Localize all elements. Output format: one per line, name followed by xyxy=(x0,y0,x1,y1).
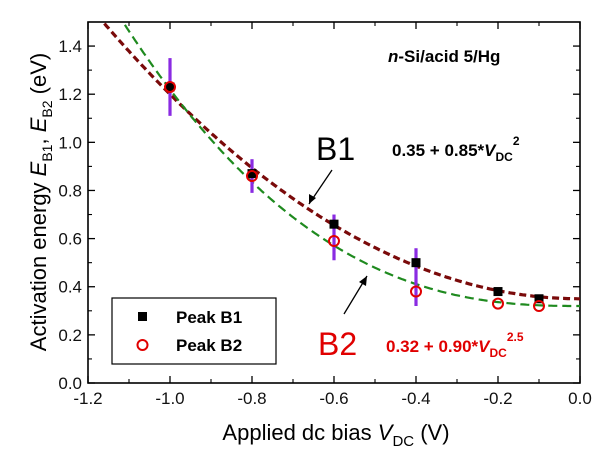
y-tick-label: 0.8 xyxy=(58,181,82,200)
x-tick-label: -0.6 xyxy=(319,389,348,408)
x-tick-label: -0.2 xyxy=(483,389,512,408)
x-axis-title: Applied dc bias VDC (V) xyxy=(222,420,449,450)
point-peak-b2 xyxy=(410,285,422,298)
y-tick-label: 1.2 xyxy=(58,85,82,104)
fit-curve-2 xyxy=(123,24,580,308)
point-peak-b2 xyxy=(164,80,176,93)
x-tick-label: -0.8 xyxy=(237,389,266,408)
b2-fit-formula: 0.32 + 0.90*VDC2.5 xyxy=(386,330,524,360)
legend-marker-peak-b2 xyxy=(136,339,149,351)
b2-arrowhead xyxy=(359,276,367,286)
x-tick-label: 0.0 xyxy=(568,389,592,408)
point-peak-b2 xyxy=(492,297,504,310)
b1-label: B1 xyxy=(316,131,355,167)
x-tick-label: -1.0 xyxy=(155,389,184,408)
legend-box xyxy=(111,297,277,365)
b1-fit-formula: 0.35 + 0.85*VDC2 xyxy=(392,134,520,164)
y-tick-label: 1.4 xyxy=(58,37,82,56)
point-peak-b2 xyxy=(533,299,545,312)
point-peak-b2 xyxy=(328,235,340,248)
x-tick-label: -1.2 xyxy=(73,389,102,408)
sample-label: n-Si/acid 5/Hg xyxy=(388,47,500,66)
y-axis-title: Activation energy EB1, EB2 (eV) xyxy=(26,53,55,351)
point-peak-b1 xyxy=(493,287,503,297)
legend-marker-peak-b1 xyxy=(138,312,147,321)
b2-label: B2 xyxy=(318,326,357,362)
x-tick-label: -0.4 xyxy=(401,389,430,408)
b1-arrowhead xyxy=(309,194,316,204)
y-tick-label: 1.0 xyxy=(58,133,82,152)
y-tick-label: 0.0 xyxy=(58,374,82,393)
y-tick-label: 0.2 xyxy=(58,326,82,345)
point-peak-b2 xyxy=(246,170,258,183)
point-peak-b1 xyxy=(165,82,175,92)
y-tick-label: 0.4 xyxy=(58,278,82,297)
legend-label-peak-b2: Peak B2 xyxy=(176,336,242,355)
legend: Peak B1 Peak B2 xyxy=(111,297,277,365)
point-peak-b1 xyxy=(329,219,339,229)
point-peak-b1 xyxy=(247,169,257,179)
data-points xyxy=(164,80,545,312)
point-peak-b1 xyxy=(411,258,421,268)
y-tick-label: 0.6 xyxy=(58,230,82,249)
point-peak-b1 xyxy=(534,294,544,304)
legend-label-peak-b1: Peak B1 xyxy=(176,308,242,327)
axis-ticks: -1.2 -1.0 -0.8 -0.6 -0.4 -0.2 0.0 0.0 0.2 0.4 0.6 0… xyxy=(58,22,592,408)
